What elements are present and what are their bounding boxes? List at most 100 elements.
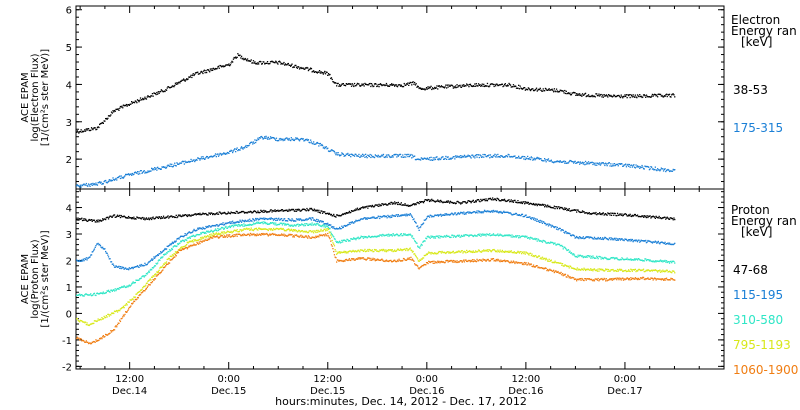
data-point xyxy=(170,255,172,257)
data-point xyxy=(567,162,569,164)
data-point xyxy=(316,141,318,144)
data-point xyxy=(636,94,639,96)
data-point xyxy=(440,199,442,202)
data-point xyxy=(133,218,136,220)
data-point xyxy=(126,173,128,176)
data-point xyxy=(297,138,299,140)
data-point xyxy=(434,158,437,161)
data-point xyxy=(301,67,303,70)
data-point xyxy=(610,214,613,216)
data-point xyxy=(208,231,210,233)
data-point xyxy=(231,224,233,227)
data-point xyxy=(130,284,132,286)
data-point xyxy=(256,139,258,141)
data-point xyxy=(188,76,191,78)
data-point xyxy=(539,158,541,160)
data-point xyxy=(243,221,246,223)
data-point xyxy=(295,64,297,67)
data-point xyxy=(191,231,193,234)
data-point xyxy=(110,289,113,291)
data-point xyxy=(388,155,391,157)
data-point xyxy=(463,250,466,253)
data-point xyxy=(576,211,578,213)
data-point xyxy=(379,83,381,86)
data-point xyxy=(449,213,451,216)
data-point xyxy=(151,269,153,271)
data-point xyxy=(93,292,96,294)
y-tick-label: -2 xyxy=(62,362,72,373)
data-point xyxy=(353,221,356,223)
data-point xyxy=(581,95,583,97)
data-point xyxy=(116,108,119,110)
data-point xyxy=(176,245,178,247)
data-point xyxy=(156,91,158,94)
data-point xyxy=(561,206,563,209)
data-point xyxy=(269,228,271,230)
data-point xyxy=(489,249,491,251)
data-point xyxy=(90,219,93,221)
data-point xyxy=(162,166,165,168)
data-point xyxy=(168,217,170,219)
data-point xyxy=(243,211,245,213)
data-point xyxy=(296,218,298,220)
data-point xyxy=(224,212,226,214)
data-point xyxy=(400,84,402,86)
data-point xyxy=(598,93,600,95)
data-point xyxy=(151,276,153,278)
data-point xyxy=(485,249,487,251)
data-point xyxy=(116,309,118,312)
data-point xyxy=(251,229,253,231)
data-point xyxy=(120,307,122,310)
data-point xyxy=(392,202,394,204)
data-point xyxy=(668,93,671,95)
data-point xyxy=(659,217,662,219)
data-point xyxy=(254,210,256,212)
data-point xyxy=(197,213,199,215)
data-point xyxy=(199,228,201,230)
data-point xyxy=(580,255,582,257)
data-point xyxy=(386,217,388,219)
data-point xyxy=(354,250,356,252)
data-point xyxy=(457,156,459,158)
data-point xyxy=(512,236,514,238)
data-point xyxy=(509,212,511,214)
data-point xyxy=(360,249,362,251)
data-point xyxy=(180,235,182,237)
data-point xyxy=(211,212,213,214)
data-point xyxy=(122,176,124,179)
data-point xyxy=(398,249,400,251)
data-point xyxy=(81,130,84,132)
data-point xyxy=(584,237,587,239)
data-point xyxy=(261,221,263,224)
data-point xyxy=(483,85,486,88)
data-point xyxy=(434,236,436,238)
data-point xyxy=(295,208,297,211)
data-point xyxy=(472,154,474,156)
data-point xyxy=(390,249,392,251)
data-point xyxy=(376,236,378,238)
data-point xyxy=(409,205,411,207)
data-point xyxy=(361,155,363,158)
data-point xyxy=(101,122,103,124)
data-point xyxy=(214,67,217,70)
data-point xyxy=(269,61,272,63)
data-point xyxy=(410,153,412,156)
data-point xyxy=(445,84,447,86)
data-point xyxy=(399,248,402,250)
data-point xyxy=(93,322,95,324)
data-point xyxy=(639,94,641,96)
data-point xyxy=(664,95,666,97)
data-point xyxy=(368,235,370,237)
data-point xyxy=(353,209,356,211)
data-point xyxy=(365,218,367,220)
data-point xyxy=(657,96,659,98)
data-point xyxy=(669,243,671,246)
data-point xyxy=(252,229,254,231)
data-point xyxy=(183,78,185,80)
data-point xyxy=(529,252,531,255)
data-point xyxy=(507,199,509,201)
data-point xyxy=(230,221,232,223)
data-point xyxy=(407,249,409,252)
data-point xyxy=(379,234,381,236)
data-point xyxy=(461,202,463,204)
